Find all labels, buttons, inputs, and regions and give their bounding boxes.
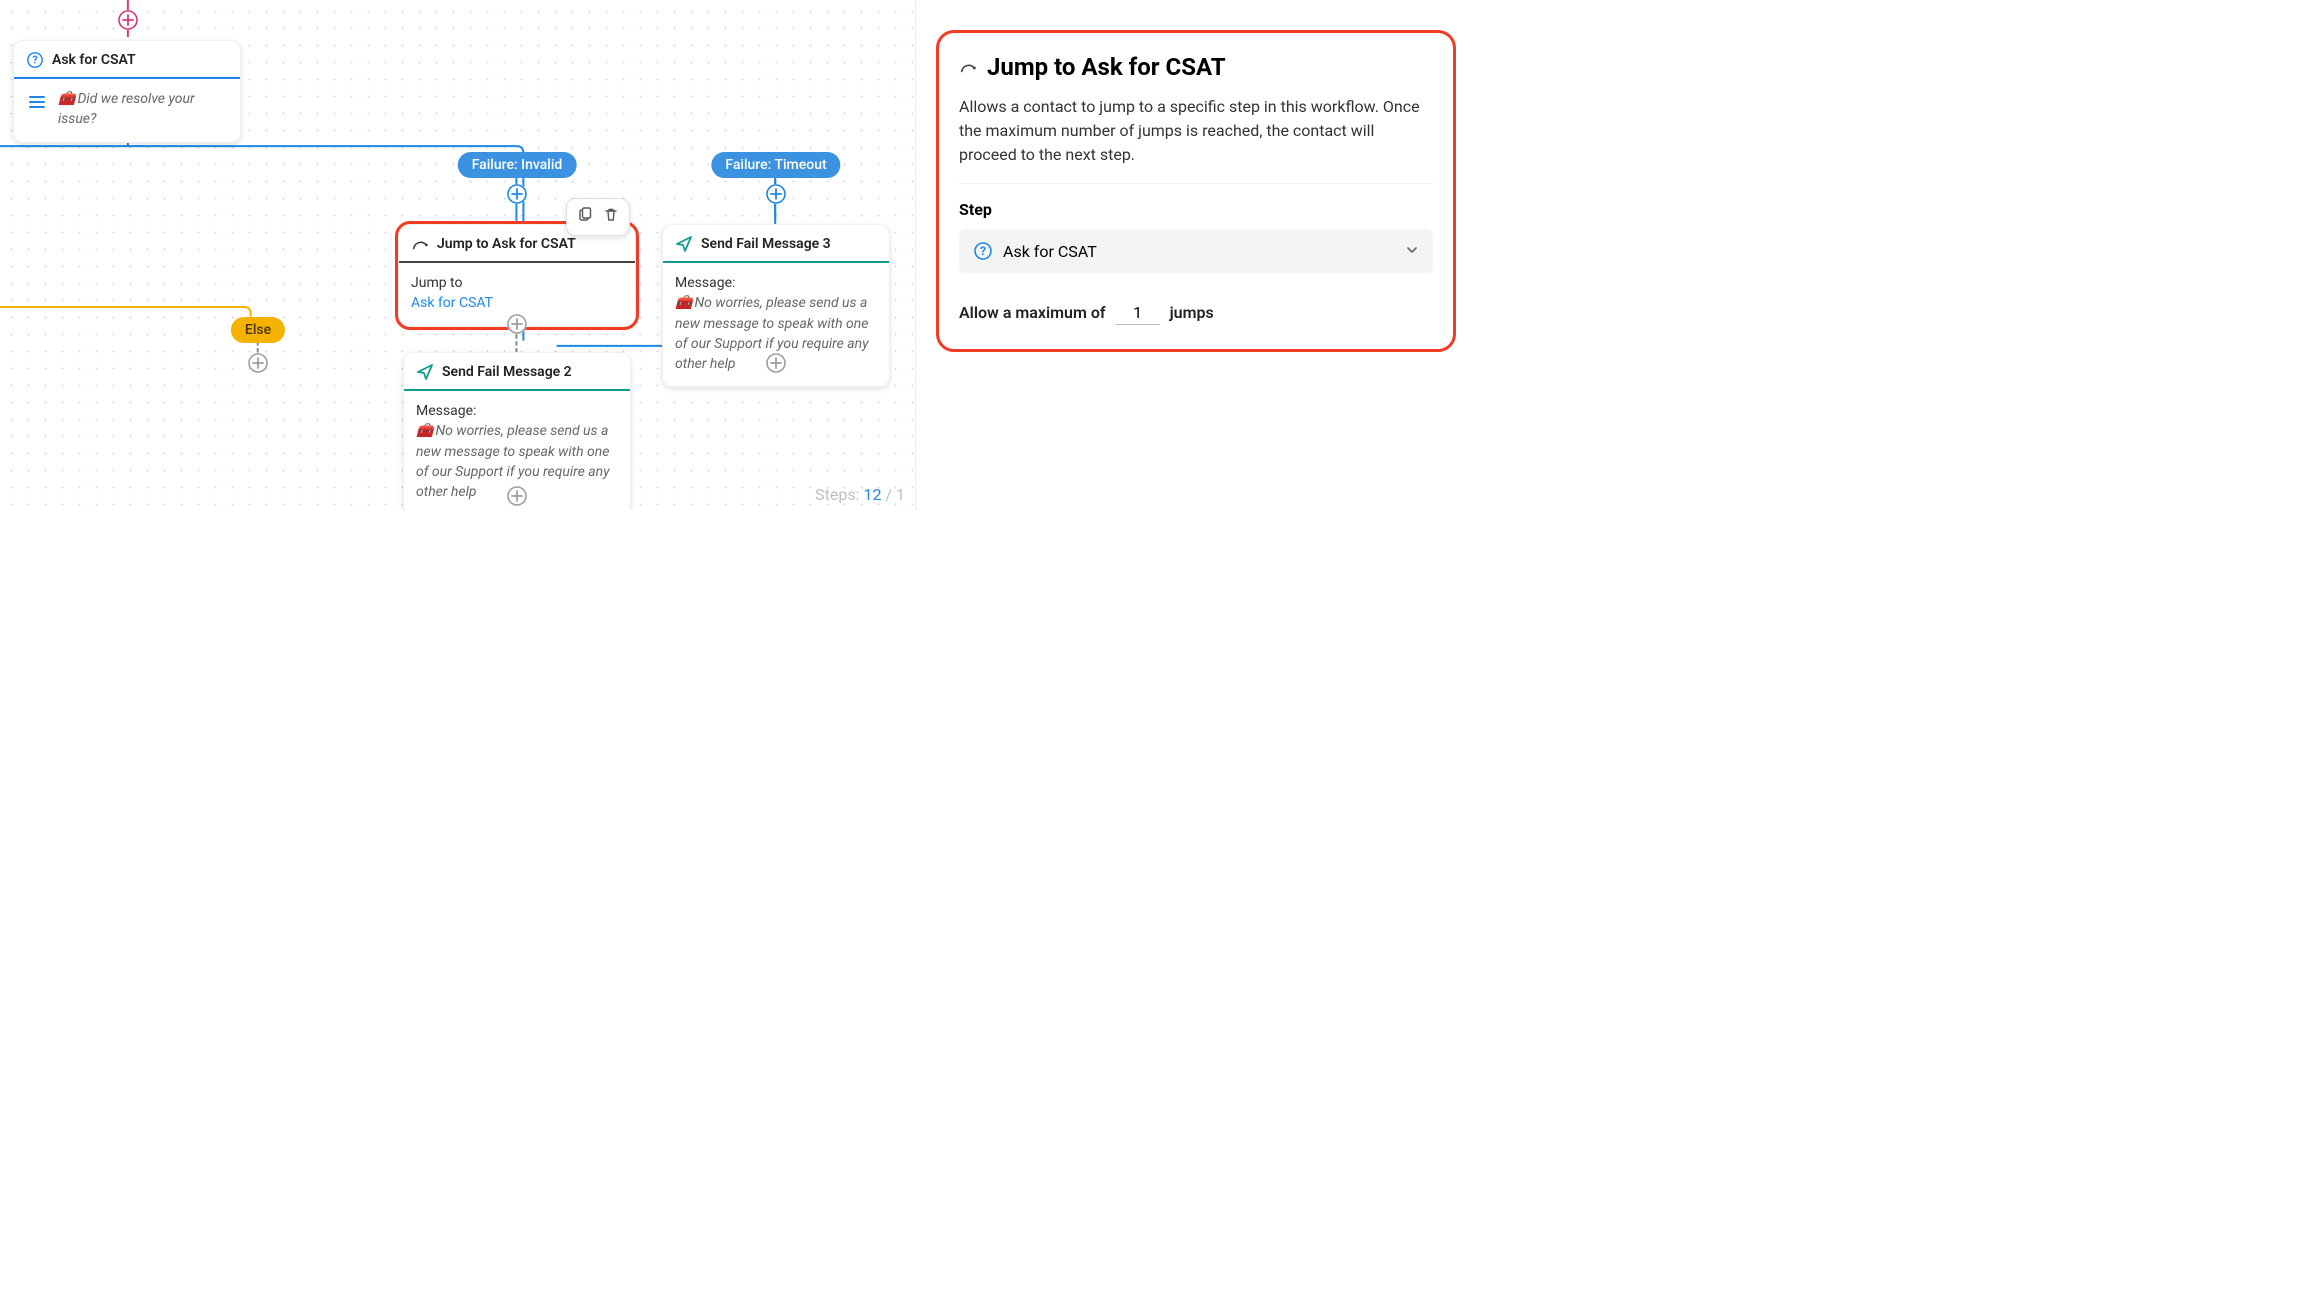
jump-label: Jump to: [411, 273, 623, 293]
svg-text:?: ?: [980, 244, 986, 258]
add-step-button[interactable]: [118, 10, 138, 30]
jump-icon: [959, 58, 977, 76]
message-label: Message:: [416, 401, 618, 421]
plus-icon: [766, 184, 786, 204]
branch-pill[interactable]: Failure: Invalid: [458, 152, 577, 178]
add-step-button[interactable]: [507, 184, 527, 204]
max-jumps-row: Allow a maximum of jumps: [959, 301, 1433, 325]
question-icon: ?: [26, 51, 44, 69]
jump-config-panel: Jump to Ask for CSAT Allows a contact to…: [936, 30, 1456, 352]
plus-icon: [248, 353, 268, 373]
step-counter: Steps: 12 / 1: [815, 485, 905, 504]
branch-pill[interactable]: Else: [231, 317, 285, 343]
plus-icon: [118, 10, 138, 30]
branch-pill[interactable]: Failure: Timeout: [711, 152, 840, 178]
node-divider: [663, 261, 889, 263]
add-step-button[interactable]: [507, 486, 527, 506]
node-title: Ask for CSAT: [52, 52, 136, 68]
panel-title: Jump to Ask for CSAT: [959, 53, 1433, 81]
jump-target-link[interactable]: Ask for CSAT: [411, 293, 623, 313]
node-divider: [14, 77, 240, 79]
delete-button[interactable]: [601, 205, 621, 229]
add-step-button[interactable]: [248, 353, 268, 373]
node-question: 🧰Did we resolve your issue?: [58, 89, 228, 130]
plus-icon: [507, 486, 527, 506]
send-icon: [416, 363, 434, 381]
svg-text:?: ?: [32, 54, 37, 67]
jump-icon: [411, 235, 429, 253]
node-actions: [566, 198, 630, 236]
node-title: Jump to Ask for CSAT: [437, 236, 576, 252]
side-panel-area: Jump to Ask for CSAT Allows a contact to…: [916, 0, 2318, 1300]
step-dropdown-value: Ask for CSAT: [1003, 242, 1097, 261]
panel-description: Allows a contact to jump to a specific s…: [959, 95, 1433, 167]
copy-icon: [577, 207, 593, 223]
list-icon: [26, 91, 48, 113]
trash-icon: [603, 207, 619, 223]
node-jump-to-ask-for-csat[interactable]: Jump to Ask for CSAT Jump to Ask for CSA…: [398, 224, 636, 327]
max-jumps-suffix: jumps: [1170, 303, 1214, 322]
max-jumps-input[interactable]: [1116, 301, 1160, 325]
add-step-button[interactable]: [766, 184, 786, 204]
max-jumps-prefix: Allow a maximum of: [959, 303, 1106, 322]
node-title: Send Fail Message 2: [442, 364, 572, 380]
node-title: Send Fail Message 3: [701, 236, 831, 252]
node-ask-for-csat[interactable]: ? Ask for CSAT 🧰Did we resolve your issu…: [13, 40, 241, 143]
duplicate-button[interactable]: [575, 205, 595, 229]
plus-icon: [766, 353, 786, 373]
add-step-button[interactable]: [766, 353, 786, 373]
step-field-label: Step: [959, 200, 1433, 219]
divider: [959, 183, 1433, 184]
question-icon: ?: [973, 241, 993, 261]
step-dropdown[interactable]: ? Ask for CSAT: [959, 229, 1433, 273]
plus-icon: [507, 314, 527, 334]
node-divider: [404, 389, 630, 391]
workflow-canvas[interactable]: ? Ask for CSAT 🧰Did we resolve your issu…: [0, 0, 916, 510]
send-icon: [675, 235, 693, 253]
plus-icon: [507, 184, 527, 204]
message-label: Message:: [675, 273, 877, 293]
node-divider: [399, 261, 635, 263]
chevron-down-icon: [1405, 242, 1419, 261]
add-step-button[interactable]: [507, 314, 527, 334]
